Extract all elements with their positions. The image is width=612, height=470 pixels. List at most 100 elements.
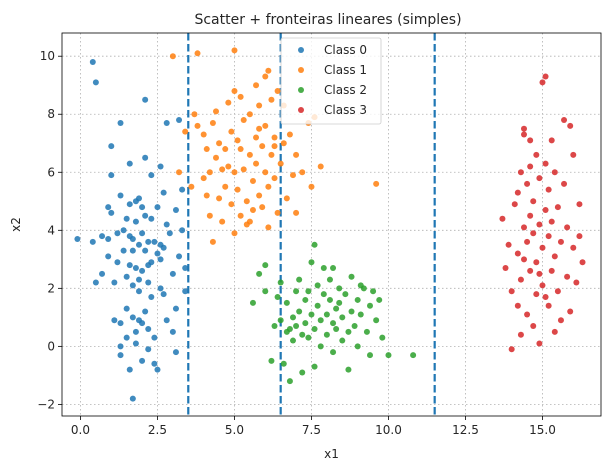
legend-label: Class 0 <box>324 43 367 57</box>
scatter-point <box>129 395 136 402</box>
scatter-point <box>561 117 568 124</box>
scatter-point <box>222 146 229 153</box>
scatter-point <box>274 294 281 301</box>
scatter-point <box>330 320 337 327</box>
scatter-point <box>545 186 552 193</box>
scatter-point <box>194 122 201 129</box>
scatter-point <box>348 273 355 280</box>
scatter-point <box>299 169 306 176</box>
scatter-point <box>142 308 149 315</box>
scatter-point <box>293 288 300 295</box>
scatter-point <box>259 204 266 211</box>
scatter-point <box>120 227 127 234</box>
scatter-point <box>256 270 263 277</box>
scatter-point <box>511 201 518 208</box>
y-tick-label: −2 <box>37 397 55 411</box>
scatter-point <box>139 320 146 327</box>
scatter-point <box>111 317 118 324</box>
scatter-point <box>231 230 238 237</box>
scatter-point <box>136 241 142 248</box>
legend-marker <box>298 67 304 73</box>
scatter-point <box>246 218 253 225</box>
scatter-point <box>129 282 136 289</box>
scatter-point <box>160 244 167 251</box>
scatter-point <box>545 233 552 240</box>
scatter-point <box>259 143 266 150</box>
scatter-point <box>333 305 340 312</box>
scatter-point <box>132 218 139 225</box>
scatter-point <box>126 366 133 373</box>
scatter-point <box>194 50 201 57</box>
scatter-point <box>342 291 349 298</box>
scatter-point <box>373 180 380 187</box>
scatter-point <box>200 131 207 138</box>
scatter-point <box>277 317 284 324</box>
scatter-point <box>182 128 189 135</box>
scatter-point <box>305 334 312 341</box>
scatter-point <box>117 192 124 199</box>
scatter-point <box>225 99 232 106</box>
scatter-point <box>129 247 136 254</box>
scatter-point <box>123 273 130 280</box>
scatter-point <box>286 131 293 138</box>
scatter-point <box>157 163 164 170</box>
scatter-point <box>293 209 300 216</box>
scatter-point <box>231 88 238 95</box>
scatter-point <box>274 209 281 216</box>
scatter-point <box>311 325 318 332</box>
scatter-point <box>142 247 149 254</box>
legend-marker <box>298 47 304 53</box>
scatter-point <box>271 134 278 141</box>
scatter-point <box>567 122 574 129</box>
scatter-point <box>246 151 253 158</box>
scatter-point <box>120 247 127 254</box>
series-class-0 <box>74 59 189 402</box>
scatter-point <box>308 259 315 266</box>
scatter-point <box>336 299 343 306</box>
scatter-point <box>576 201 583 208</box>
scatter-point <box>105 236 112 243</box>
scatter-point <box>379 334 386 341</box>
scatter-point <box>308 183 315 190</box>
x-tick-label: 0.0 <box>71 423 90 437</box>
scatter-point <box>126 262 133 269</box>
scatter-point <box>320 291 327 298</box>
scatter-point <box>499 215 506 222</box>
scatter-point <box>151 360 158 367</box>
scatter-point <box>99 270 106 277</box>
scatter-point <box>533 291 540 298</box>
scatter-point <box>253 82 260 89</box>
scatter-point <box>286 325 293 332</box>
scatter-point <box>139 267 146 274</box>
scatter-point <box>333 325 340 332</box>
scatter-point <box>339 314 346 321</box>
x-tick-label: 7.5 <box>302 423 321 437</box>
scatter-point <box>136 288 142 295</box>
scatter-point <box>89 59 96 66</box>
scatter-point <box>117 119 124 126</box>
scatter-point <box>539 79 546 86</box>
scatter-point <box>105 204 112 211</box>
scatter-point <box>234 137 241 144</box>
scatter-point <box>129 236 136 243</box>
x-tick-label: 10.0 <box>375 423 402 437</box>
scatter-point <box>231 169 238 176</box>
scatter-point <box>410 352 417 359</box>
y-axis-label: x2 <box>9 217 23 232</box>
scatter-point <box>142 154 149 161</box>
scatter-point <box>551 253 558 260</box>
scatter-point <box>262 288 269 295</box>
scatter-point <box>293 323 300 330</box>
scatter-point <box>256 102 263 109</box>
scatter-point <box>188 183 195 190</box>
scatter-point <box>216 140 223 147</box>
scatter-point <box>533 151 540 158</box>
scatter-point <box>228 201 235 208</box>
scatter-point <box>206 169 213 176</box>
scatter-point <box>105 253 112 260</box>
scatter-point <box>296 308 303 315</box>
scatter-point <box>209 119 216 126</box>
x-tick-label: 5.0 <box>225 423 244 437</box>
scatter-point <box>320 265 327 272</box>
y-tick-label: 0 <box>47 339 55 353</box>
